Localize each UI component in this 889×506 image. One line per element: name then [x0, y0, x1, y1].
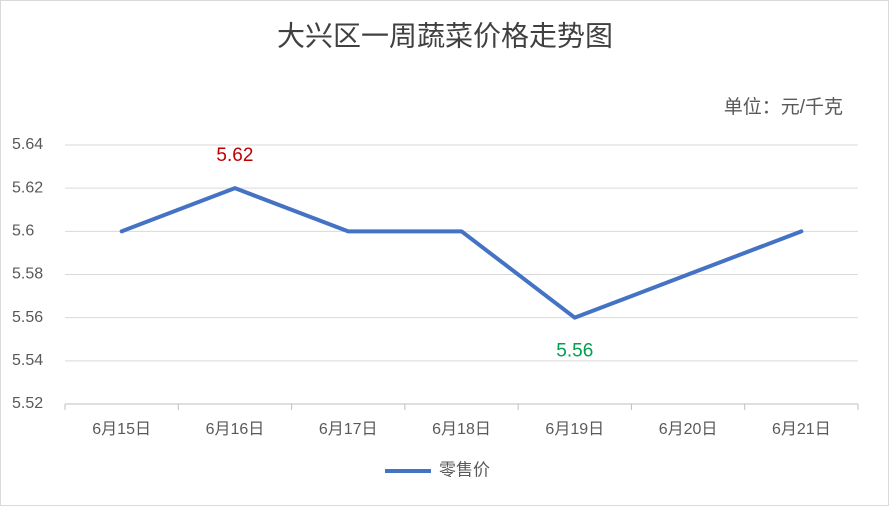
x-tick-label: 6月15日 [92, 421, 151, 438]
x-tick-label: 6月16日 [206, 421, 265, 438]
y-tick-label: 5.52 [12, 395, 43, 412]
legend-label: 零售价 [439, 460, 490, 479]
x-tick-label: 6月21日 [772, 421, 831, 438]
y-tick-label: 5.64 [12, 136, 43, 153]
unit-annotation: 单位：元/千克 [724, 96, 843, 118]
x-tick-label: 6月17日 [319, 421, 378, 438]
series-line [119, 186, 804, 320]
x-tick-label: 6月18日 [432, 421, 491, 438]
y-tick-label: 5.62 [12, 179, 43, 196]
x-tick-label: 6月19日 [545, 421, 604, 438]
y-tick-label: 5.58 [12, 266, 43, 283]
y-tick-label: 5.54 [12, 352, 43, 369]
x-tick-label: 6月20日 [659, 421, 718, 438]
data-label: 5.62 [216, 145, 253, 166]
y-tick-label: 5.6 [12, 223, 34, 240]
y-tick-label: 5.56 [12, 309, 43, 326]
chart-title: 大兴区一周蔬菜价格走势图 [277, 20, 613, 51]
data-label: 5.56 [556, 341, 593, 362]
